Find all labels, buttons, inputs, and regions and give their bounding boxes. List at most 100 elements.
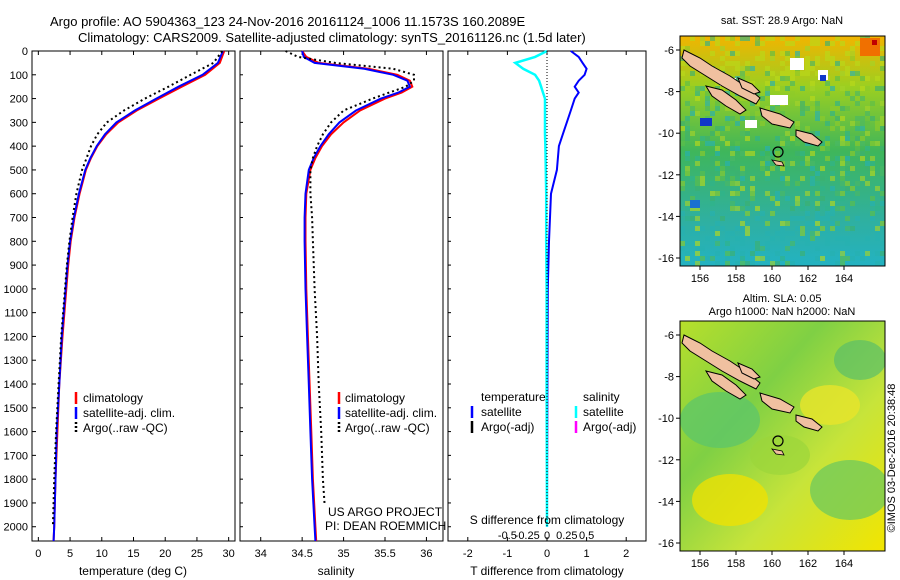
sst-pixel xyxy=(735,206,740,211)
sst-pixel xyxy=(745,261,750,266)
sst-pixel xyxy=(810,66,815,71)
sst-pixel xyxy=(845,136,850,141)
map-x-tick-label: 158 xyxy=(727,273,745,285)
sst-pixel xyxy=(820,176,825,181)
sst-pixel xyxy=(685,256,690,261)
sst-pixel xyxy=(840,191,845,196)
map-x-tick-label: 162 xyxy=(799,273,817,285)
diff-top-tick-label: -0.25 xyxy=(515,530,540,542)
sst-pixel xyxy=(810,231,815,236)
map-y-tick-label: -12 xyxy=(658,170,674,182)
sst-pixel xyxy=(765,91,770,96)
sst-pixel xyxy=(740,256,745,261)
sst-pixel xyxy=(780,36,785,41)
sst-pixel xyxy=(760,161,765,166)
sst-pixel xyxy=(680,141,685,146)
sst-pixel xyxy=(775,156,780,161)
sst-pixel xyxy=(680,46,685,51)
sst-pixel xyxy=(810,236,815,241)
diff-legend-temp-sat: satellite xyxy=(481,405,522,419)
sst-pixel xyxy=(805,101,810,106)
sst-pixel xyxy=(695,231,700,236)
sst-pixel xyxy=(695,241,700,246)
x-tick-label: 34 xyxy=(255,548,267,560)
sst-pixel xyxy=(715,261,720,266)
sst-pixel xyxy=(840,116,845,121)
sst-pixel xyxy=(880,171,885,176)
sst-pixel xyxy=(790,216,795,221)
sst-pixel xyxy=(830,106,835,111)
sst-pixel xyxy=(825,231,830,236)
map-x-tick-label: 156 xyxy=(691,558,709,570)
sst-pixel xyxy=(805,236,810,241)
sst-pixel xyxy=(810,181,815,186)
diff-legend-sal-title: salinity xyxy=(583,390,620,404)
sst-pixel xyxy=(870,216,875,221)
diff-top-tick-label: 0.25 xyxy=(556,530,577,542)
sst-pixel xyxy=(755,136,760,141)
sla-blob-2 xyxy=(800,385,860,425)
sst-cold-patch-2 xyxy=(690,200,700,208)
sst-pixel xyxy=(740,76,745,81)
sal-legend-sat: satellite-adj. clim. xyxy=(345,406,437,420)
temp-series xyxy=(51,50,226,542)
sst-pixel xyxy=(830,176,835,181)
sst-pixel xyxy=(725,181,730,186)
sst-pixel xyxy=(720,171,725,176)
sst-pixel xyxy=(765,156,770,161)
sst-pixel xyxy=(745,151,750,156)
sst-pixel xyxy=(875,86,880,91)
sst-pixel xyxy=(825,241,830,246)
series-climatology xyxy=(52,50,226,542)
sst-pixel xyxy=(690,131,695,136)
sst-pixel xyxy=(810,106,815,111)
sst-pixel xyxy=(860,256,865,261)
sst-pixel xyxy=(805,106,810,111)
sst-pixel xyxy=(680,186,685,191)
depth-tick-label: 1400 xyxy=(4,379,28,391)
sst-pixel xyxy=(810,166,815,171)
sst-pixel xyxy=(785,261,790,266)
sla-blob-4 xyxy=(810,460,885,520)
sst-pixel xyxy=(795,186,800,191)
sst-pixel xyxy=(735,181,740,186)
sst-pixel xyxy=(815,191,820,196)
sst-pixel xyxy=(845,216,850,221)
sst-pixel xyxy=(775,136,780,141)
x-tick-label: 25 xyxy=(191,548,203,560)
sst-pixel xyxy=(740,66,745,71)
sst-pixel xyxy=(700,181,705,186)
sst-pixel xyxy=(860,86,865,91)
x-tick-label: 35 xyxy=(337,548,349,560)
sst-pixel xyxy=(740,236,745,241)
sst-pixel xyxy=(850,51,855,56)
x-tick-label: -1 xyxy=(503,548,513,560)
sst-pixel xyxy=(690,176,695,181)
map-x-tick-label: 160 xyxy=(763,558,781,570)
sst-pixel xyxy=(795,126,800,131)
sst-pixel xyxy=(735,191,740,196)
sst-pixel xyxy=(840,166,845,171)
sal-panel-frame xyxy=(239,50,444,542)
sst-pixel xyxy=(815,36,820,41)
sst-pixel xyxy=(685,241,690,246)
sst-pixel xyxy=(730,176,735,181)
sst-pixel xyxy=(765,246,770,251)
sla-map-title-1: Altim. SLA: 0.05 xyxy=(743,293,822,305)
sst-pixel xyxy=(765,161,770,166)
sst-pixel xyxy=(840,141,845,146)
sst-pixel xyxy=(820,146,825,151)
sst-pixel xyxy=(845,131,850,136)
sst-pixel xyxy=(710,36,715,41)
map-x-tick-label: 164 xyxy=(835,273,853,285)
sst-pixel xyxy=(700,171,705,176)
x-tick-label: 30 xyxy=(223,548,235,560)
sst-pixel xyxy=(815,206,820,211)
sst-pixel xyxy=(850,226,855,231)
sst-pixel xyxy=(785,41,790,46)
sst-pixel xyxy=(765,71,770,76)
sst-pixel xyxy=(725,36,730,41)
sst-pixel xyxy=(880,126,885,131)
sla-small-island xyxy=(771,448,785,456)
sst-pixel xyxy=(685,151,690,156)
